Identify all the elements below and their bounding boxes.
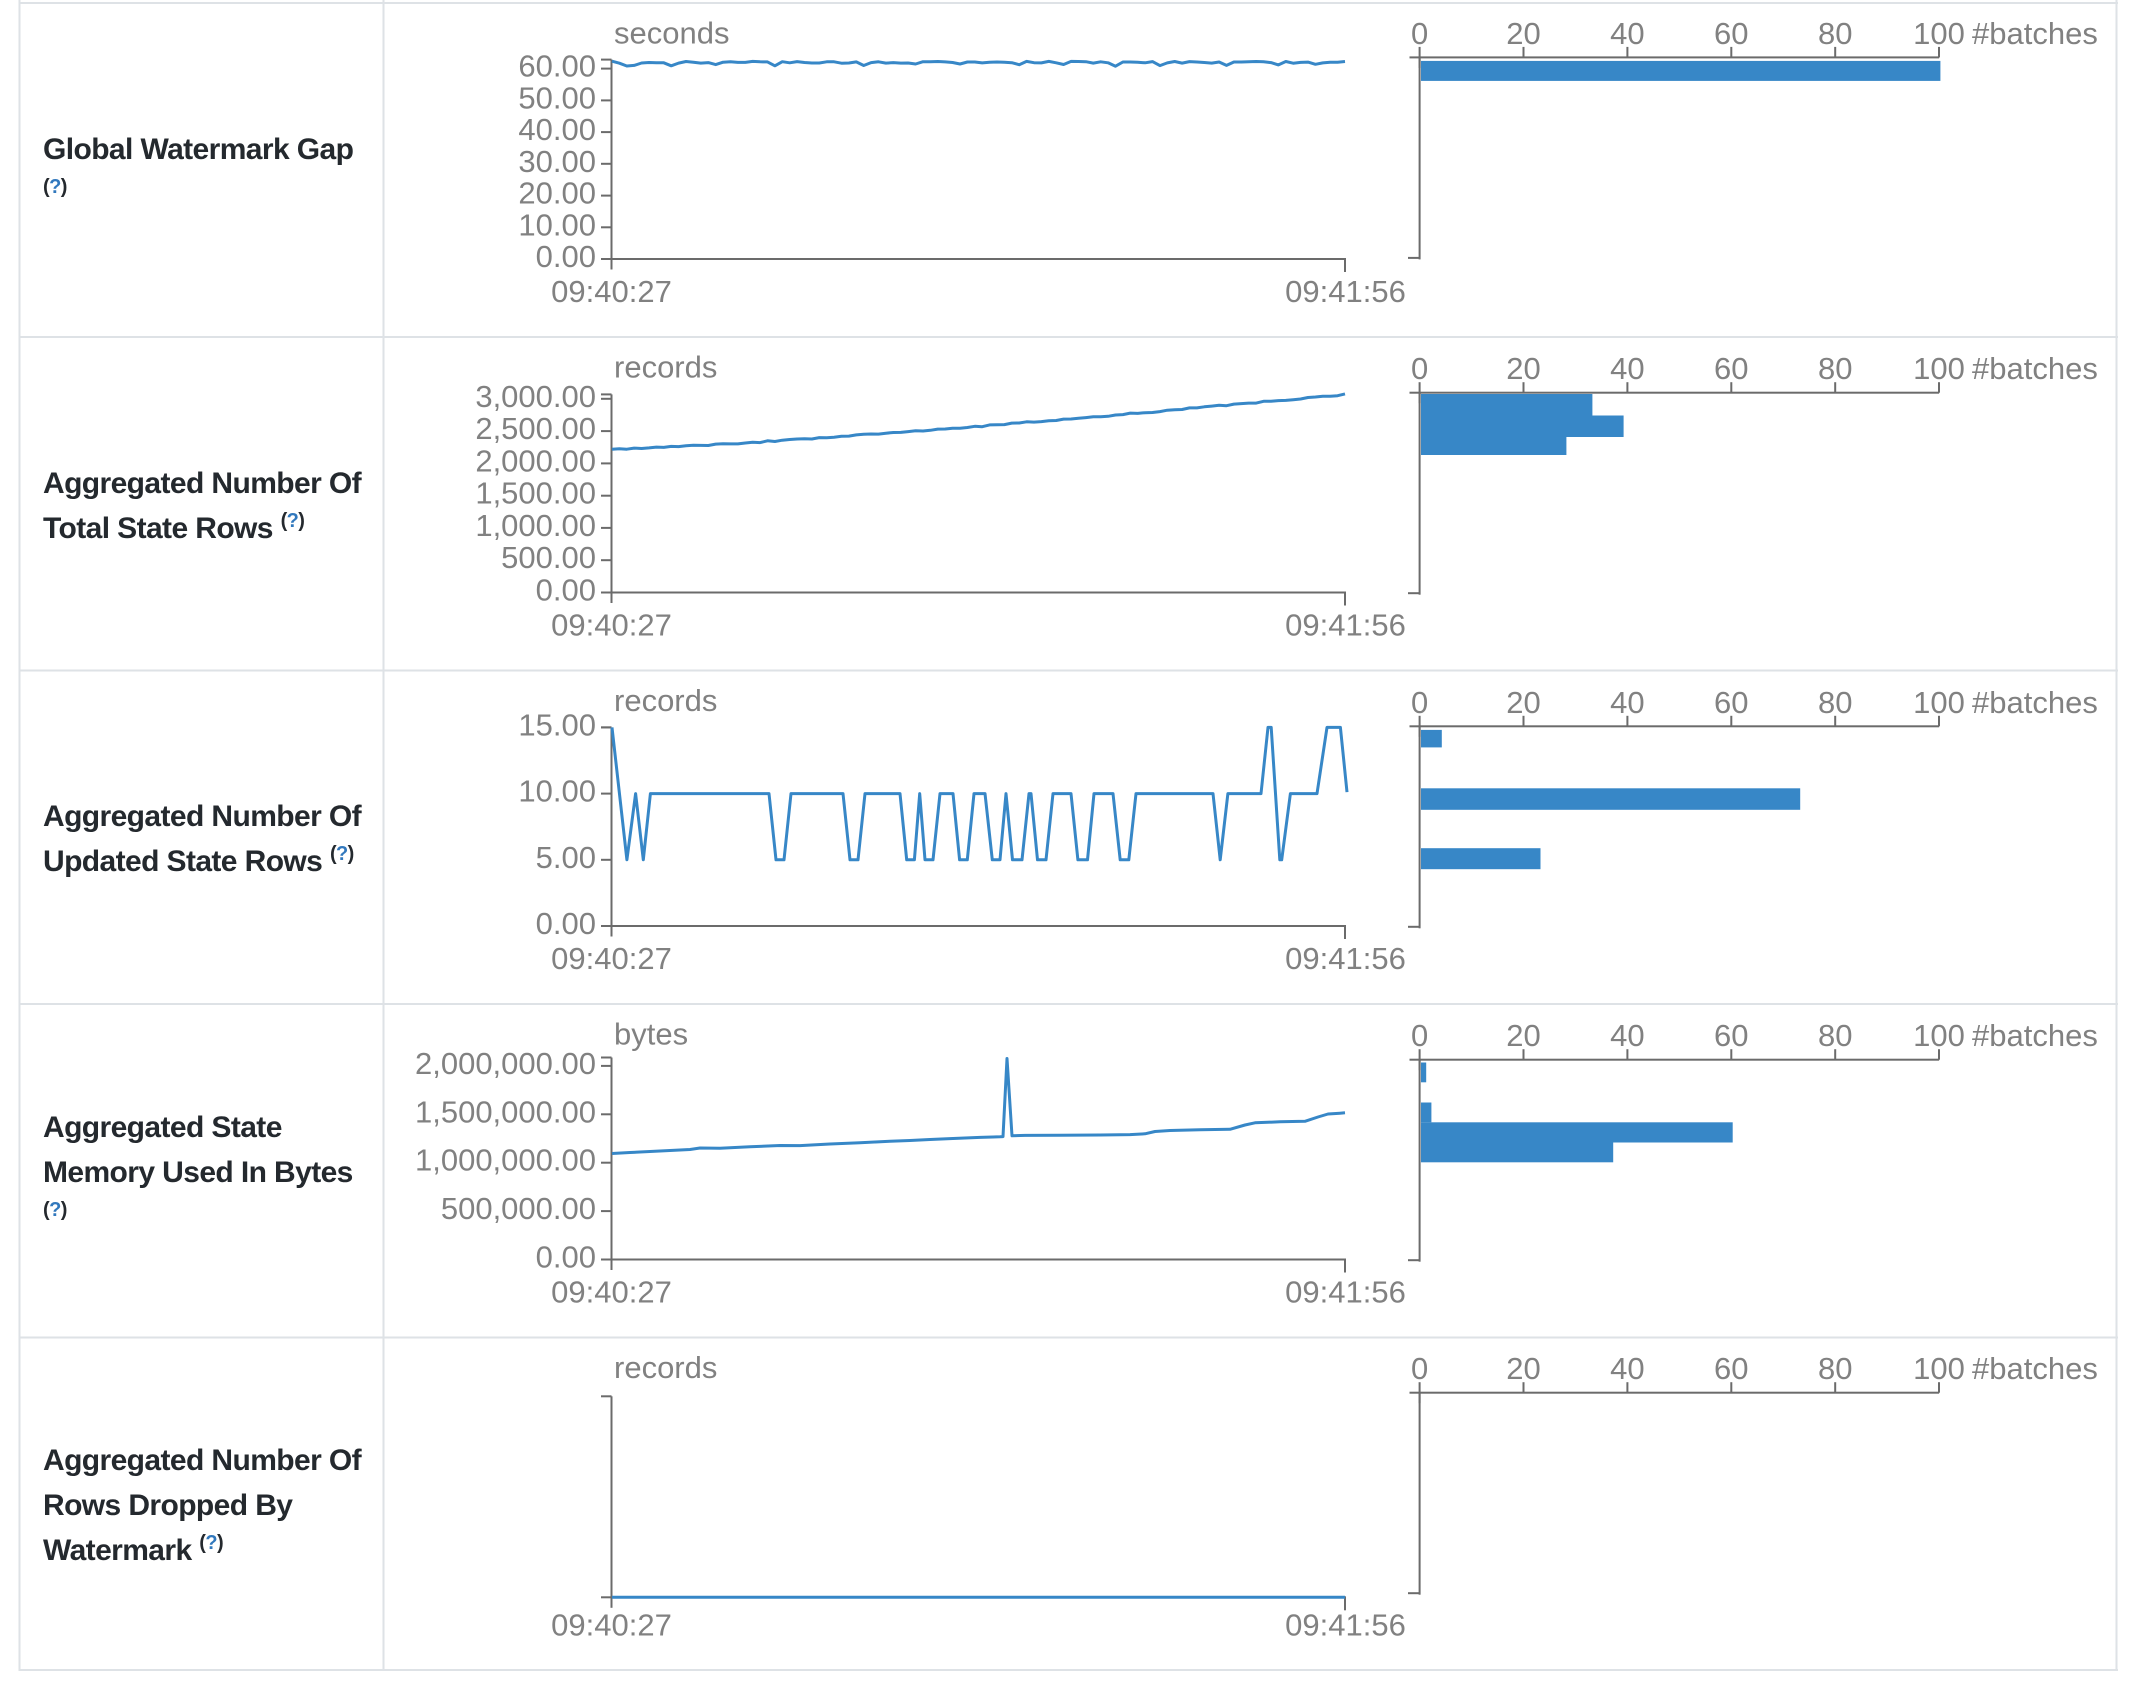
svg-text:0.00: 0.00: [536, 239, 596, 274]
svg-text:20: 20: [1506, 351, 1540, 386]
svg-text:500,000.00: 500,000.00: [441, 1191, 596, 1226]
svg-text:20: 20: [1506, 16, 1540, 51]
svg-text:records: records: [614, 350, 717, 385]
svg-text:#batches: #batches: [1972, 351, 2098, 386]
svg-text:09:41:56: 09:41:56: [1285, 941, 1406, 976]
svg-text:3,000.00: 3,000.00: [475, 379, 596, 414]
svg-text:0: 0: [1411, 685, 1428, 720]
svg-text:0.00: 0.00: [536, 906, 596, 941]
svg-text:40: 40: [1610, 16, 1644, 51]
svg-text:0: 0: [1411, 1351, 1428, 1386]
svg-text:60: 60: [1714, 351, 1748, 386]
svg-text:09:41:56: 09:41:56: [1285, 1274, 1406, 1309]
svg-text:seconds: seconds: [614, 16, 729, 51]
svg-text:80: 80: [1818, 16, 1852, 51]
svg-text:5.00: 5.00: [536, 840, 596, 875]
svg-text:60: 60: [1714, 1018, 1748, 1053]
svg-text:20: 20: [1506, 1018, 1540, 1053]
svg-text:0.00: 0.00: [536, 1240, 596, 1275]
svg-text:20: 20: [1506, 1351, 1540, 1386]
svg-text:#batches: #batches: [1972, 1351, 2098, 1386]
svg-text:40: 40: [1610, 685, 1644, 720]
svg-text:09:41:56: 09:41:56: [1285, 274, 1406, 309]
svg-text:30.00: 30.00: [518, 144, 596, 179]
svg-text:100: 100: [1913, 351, 1965, 386]
svg-text:2,500.00: 2,500.00: [475, 411, 596, 446]
svg-text:#batches: #batches: [1972, 1018, 2098, 1053]
svg-text:40: 40: [1610, 351, 1644, 386]
svg-text:500.00: 500.00: [501, 540, 596, 575]
svg-text:1,000,000.00: 1,000,000.00: [415, 1143, 596, 1178]
svg-text:bytes: bytes: [614, 1017, 688, 1052]
svg-text:09:40:27: 09:40:27: [551, 1607, 672, 1642]
svg-text:40: 40: [1610, 1351, 1644, 1386]
svg-text:#batches: #batches: [1972, 16, 2098, 51]
svg-text:09:40:27: 09:40:27: [551, 607, 672, 642]
svg-text:2,000.00: 2,000.00: [475, 443, 596, 478]
svg-text:100: 100: [1913, 1018, 1965, 1053]
svg-text:0.00: 0.00: [536, 573, 596, 608]
svg-text:50.00: 50.00: [518, 80, 596, 115]
svg-text:1,000.00: 1,000.00: [475, 508, 596, 543]
svg-text:0: 0: [1411, 1018, 1428, 1053]
svg-text:#batches: #batches: [1972, 685, 2098, 720]
svg-text:09:41:56: 09:41:56: [1285, 1607, 1406, 1642]
svg-text:09:40:27: 09:40:27: [551, 1274, 672, 1309]
svg-text:20.00: 20.00: [518, 176, 596, 211]
svg-text:100: 100: [1913, 1351, 1965, 1386]
svg-text:09:40:27: 09:40:27: [551, 274, 672, 309]
svg-text:80: 80: [1818, 351, 1852, 386]
svg-text:80: 80: [1818, 685, 1852, 720]
svg-text:60: 60: [1714, 685, 1748, 720]
svg-text:20: 20: [1506, 685, 1540, 720]
svg-text:15.00: 15.00: [518, 707, 596, 742]
svg-text:80: 80: [1818, 1018, 1852, 1053]
svg-text:60.00: 60.00: [518, 49, 596, 84]
svg-text:1,500,000.00: 1,500,000.00: [415, 1094, 596, 1129]
svg-text:60: 60: [1714, 1351, 1748, 1386]
svg-text:40: 40: [1610, 1018, 1644, 1053]
svg-text:80: 80: [1818, 1351, 1852, 1386]
svg-text:40.00: 40.00: [518, 112, 596, 147]
svg-text:60: 60: [1714, 16, 1748, 51]
svg-text:0: 0: [1411, 351, 1428, 386]
svg-text:1,500.00: 1,500.00: [475, 476, 596, 511]
svg-text:100: 100: [1913, 685, 1965, 720]
svg-text:records: records: [614, 683, 717, 718]
svg-text:09:40:27: 09:40:27: [551, 941, 672, 976]
svg-text:09:41:56: 09:41:56: [1285, 607, 1406, 642]
svg-text:100: 100: [1913, 16, 1965, 51]
svg-text:0: 0: [1411, 16, 1428, 51]
svg-text:records: records: [614, 1350, 717, 1385]
svg-text:2,000,000.00: 2,000,000.00: [415, 1046, 596, 1081]
svg-text:10.00: 10.00: [518, 207, 596, 242]
svg-text:10.00: 10.00: [518, 774, 596, 809]
